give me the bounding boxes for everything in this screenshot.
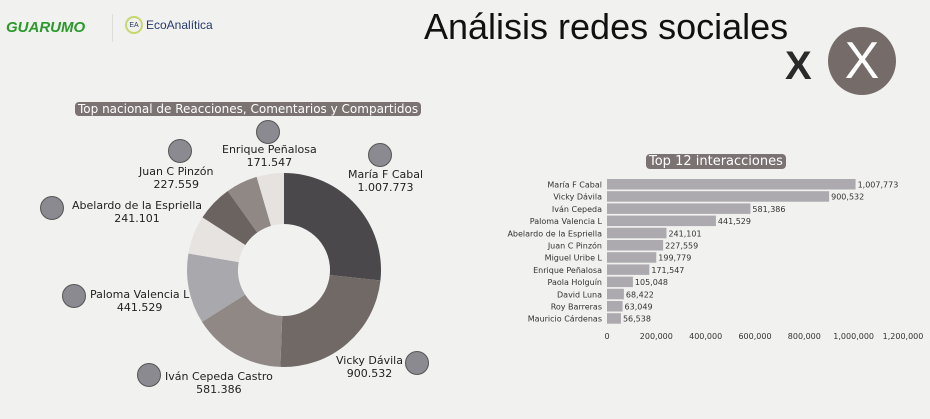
x-tick-label: 0 (604, 332, 609, 341)
bar-value-label: 227,559 (665, 242, 698, 251)
label-maria: María F Cabal 1.007.773 (348, 168, 423, 194)
ecoanalitica-text: EcoAnalítica (146, 18, 213, 32)
donut-slice (202, 294, 283, 367)
bar-category-label: Roy Barreras (551, 303, 602, 312)
label-enrique-name: Enrique Peñalosa (222, 143, 317, 156)
bar-category-label: Iván Cepeda (552, 205, 602, 214)
bar-value-label: 68,422 (626, 290, 654, 299)
label-abelardo-name: Abelardo de la Espriella (72, 199, 203, 212)
label-ivan-value: 581.386 (196, 383, 242, 396)
bar (607, 252, 657, 263)
page-title: Análisis redes sociales (424, 6, 789, 47)
bar-category-label: Abelardo de la Espriella (507, 229, 602, 238)
label-paloma-name: Paloma Valencia L (90, 288, 190, 301)
x-platform-text: X (785, 44, 812, 88)
bar-category-label: Paola Holguín (547, 278, 602, 287)
label-juan-value: 227.559 (153, 178, 200, 191)
bar-category-label: Miguel Uribe L (545, 254, 603, 263)
bar-category-label: David Luna (557, 290, 602, 299)
avatar-vicky (405, 351, 429, 375)
x-logo-glyph: X (844, 32, 880, 90)
guarumo-logo: GUARUMO (6, 19, 86, 36)
bar-value-label: 105,048 (635, 278, 668, 287)
logo-divider (112, 14, 113, 42)
x-tick-label: 600,000 (738, 332, 771, 341)
avatar-maria (368, 143, 392, 167)
x-tick-label: 800,000 (788, 332, 821, 341)
label-juan-name: Juan C Pinzón (139, 165, 214, 178)
bar (607, 264, 650, 275)
bar-category-label: Enrique Peñalosa (533, 266, 602, 275)
bar-category-label: Paloma Valencia L (530, 217, 603, 226)
bar (607, 191, 830, 202)
bar (607, 301, 623, 312)
bar (607, 276, 633, 288)
bar (607, 203, 751, 214)
label-enrique: Enrique Peñalosa 171.547 (222, 143, 317, 169)
avatar-enrique (256, 120, 280, 144)
donut-slice (256, 173, 284, 226)
ecoanalitica-mark-icon: EA (125, 16, 143, 34)
donut-title: Top nacional de Reacciones, Comentarios … (75, 102, 422, 116)
x-tick-label: 200,000 (640, 332, 673, 341)
bar-value-label: 900,532 (831, 193, 864, 202)
avatar-paloma (62, 284, 86, 308)
ecoanalitica-logo: EA EcoAnalítica (125, 16, 213, 34)
label-vicky-name: Vicky Dávila (336, 354, 403, 367)
bar-value-label: 56,538 (623, 315, 651, 324)
avatar-abelardo (40, 196, 64, 220)
donut-slice (284, 173, 381, 281)
donut-slice (202, 190, 258, 246)
avatar-juan (168, 139, 192, 163)
label-abelardo: Abelardo de la Espriella 241.101 (72, 199, 202, 225)
label-vicky: Vicky Dávila 900.532 (336, 354, 403, 380)
bar (607, 288, 624, 300)
label-ivan-name: Iván Cepeda Castro (165, 370, 273, 383)
donut-slice (227, 176, 272, 233)
label-maria-value: 1.007.773 (357, 181, 414, 194)
bar-value-label: 63,049 (625, 303, 653, 312)
donut-slice (186, 253, 246, 322)
bar (607, 227, 667, 239)
bar (607, 240, 664, 251)
bar-category-label: Mauricio Cárdenas (528, 315, 602, 324)
label-vicky-value: 900.532 (346, 367, 393, 380)
donut-slice (280, 274, 381, 367)
bar-chart-title: Top 12 interacciones (646, 154, 786, 169)
bar-value-label: 581,386 (752, 205, 785, 214)
avatar-ivan (137, 363, 161, 387)
bar (607, 313, 621, 324)
label-paloma-value: 441.529 (116, 301, 163, 314)
bar-category-label: María F Cabal (547, 181, 602, 190)
x-logo-icon: X (828, 27, 896, 95)
bar (607, 215, 716, 227)
x-tick-label: 1,200,000 (883, 332, 924, 341)
x-tick-label: 400,000 (689, 332, 722, 341)
x-tick-label: 1,000,000 (833, 332, 874, 341)
label-juan: Juan C Pinzón 227.559 (139, 165, 214, 191)
bar-value-label: 1,007,773 (858, 181, 899, 190)
bar-category-label: Juan C Pinzón (547, 241, 602, 251)
bar-value-label: 441,529 (718, 217, 751, 226)
bar (607, 179, 856, 190)
bar-value-label: 241,101 (668, 229, 701, 238)
label-ivan: Iván Cepeda Castro 581.386 (165, 370, 273, 396)
bar-category-label: Vicky Dávila (553, 193, 602, 202)
label-enrique-value: 171.547 (246, 156, 293, 169)
bar-value-label: 199,779 (658, 254, 691, 263)
donut-slice (188, 217, 246, 263)
bar-value-label: 171,547 (651, 266, 684, 275)
label-maria-name: María F Cabal (348, 168, 424, 181)
label-paloma: Paloma Valencia L 441.529 (90, 288, 189, 314)
label-abelardo-value: 241.101 (114, 212, 160, 225)
